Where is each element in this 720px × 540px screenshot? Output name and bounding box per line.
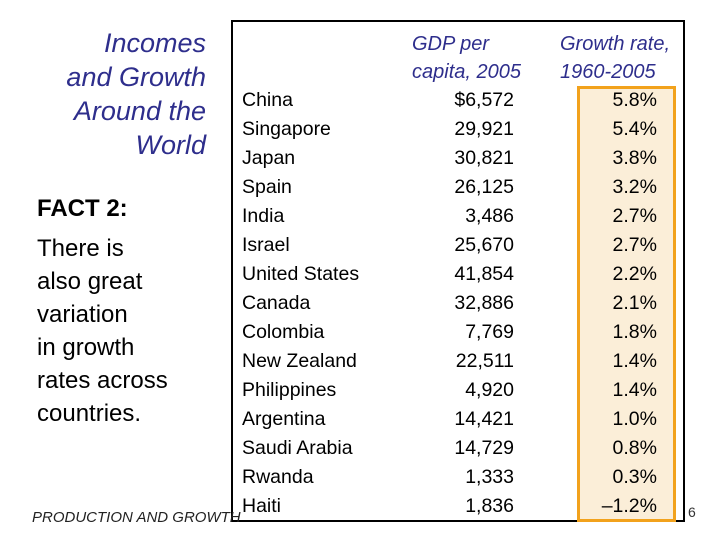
growth-cell: 3.2% — [612, 176, 657, 198]
growth-cell: 1.0% — [612, 408, 657, 430]
gdp-cell: 41,854 — [454, 263, 514, 285]
gdp-cell: 1,333 — [465, 466, 514, 488]
country-cell: New Zealand — [242, 350, 357, 372]
fact-heading: FACT 2: — [37, 195, 128, 222]
country-cell: Canada — [242, 292, 311, 314]
header-line: 1960-2005 — [560, 61, 656, 83]
growth-cell: 1.4% — [612, 379, 657, 401]
country-cell: India — [242, 205, 285, 227]
country-cell: Rwanda — [242, 466, 314, 488]
country-cell: Argentina — [242, 408, 326, 430]
fact-text: There is also great variation in growth … — [37, 232, 217, 430]
gdp-column: $6,572 29,921 30,821 26,125 3,486 25,670 41,85… — [410, 86, 514, 521]
country-cell: Haiti — [242, 495, 282, 517]
country-cell: Saudi Arabia — [242, 437, 353, 459]
header-line: capita, 2005 — [412, 61, 521, 83]
growth-highlight — [577, 86, 676, 522]
growth-cell: 3.8% — [612, 147, 657, 169]
gdp-cell: 29,921 — [454, 118, 514, 140]
gdp-cell: 30,821 — [454, 147, 514, 169]
growth-cell: 5.4% — [612, 118, 657, 140]
title-line: and Growth — [66, 62, 206, 92]
gdp-cell: 7,769 — [465, 321, 514, 343]
header-line: GDP per — [412, 33, 490, 55]
growth-cell: 0.8% — [612, 437, 657, 459]
gdp-cell: 14,421 — [454, 408, 514, 430]
gdp-cell: 4,920 — [465, 379, 514, 401]
gdp-cell: 32,886 — [454, 292, 514, 314]
growth-cell: 1.8% — [612, 321, 657, 343]
title-line: Around the — [73, 96, 206, 126]
gdp-cell: 22,511 — [455, 350, 514, 372]
growth-cell: 2.7% — [612, 234, 657, 256]
fact-line: variation — [37, 301, 128, 328]
growth-column: 5.8% 5.4% 3.8% 3.2% 2.7% 2.7% 2.2% 2.1% 1.8% 1.4%… — [580, 86, 657, 521]
header-line: Growth rate, — [560, 33, 671, 55]
fact-line: in growth — [37, 334, 135, 361]
growth-cell: 0.3% — [612, 466, 657, 488]
country-cell: Colombia — [242, 321, 325, 343]
country-column: China Singapore Japan Spain India Israel Unite… — [242, 86, 359, 521]
table-border — [231, 20, 685, 522]
gdp-cell: 25,670 — [454, 234, 514, 256]
gdp-cell: 14,729 — [454, 437, 514, 459]
growth-cell: 2.2% — [612, 263, 657, 285]
country-cell: Japan — [242, 147, 296, 169]
country-cell: United States — [242, 263, 360, 285]
growth-cell: 2.1% — [612, 292, 657, 314]
gdp-cell: $6,572 — [454, 89, 514, 111]
country-cell: Singapore — [242, 118, 331, 140]
country-cell: Spain — [242, 176, 292, 198]
gdp-column-header: GDP per capita, 2005 — [412, 30, 521, 86]
fact-line: There is — [37, 235, 124, 262]
gdp-cell: 1,836 — [465, 495, 514, 517]
title-line: World — [135, 130, 206, 160]
growth-cell: 2.7% — [612, 205, 657, 227]
country-cell: Israel — [242, 234, 290, 256]
growth-cell: –1.2% — [601, 495, 657, 517]
country-cell: Philippines — [242, 379, 337, 401]
footer-text: PRODUCTION AND GROWTH — [32, 509, 241, 526]
growth-cell: 5.8% — [612, 89, 657, 111]
page-number: 6 — [688, 504, 696, 520]
growth-column-header: Growth rate, 1960-2005 — [560, 30, 670, 86]
gdp-cell: 26,125 — [454, 176, 514, 198]
slide-title: Incomes and Growth Around the World — [20, 26, 206, 162]
fact-line: countries. — [37, 400, 142, 427]
country-cell: China — [242, 89, 293, 111]
fact-line: also great — [37, 268, 143, 295]
fact-line: rates across — [37, 367, 168, 394]
growth-cell: 1.4% — [612, 350, 657, 372]
title-line: Incomes — [103, 28, 206, 58]
gdp-cell: 3,486 — [465, 205, 514, 227]
